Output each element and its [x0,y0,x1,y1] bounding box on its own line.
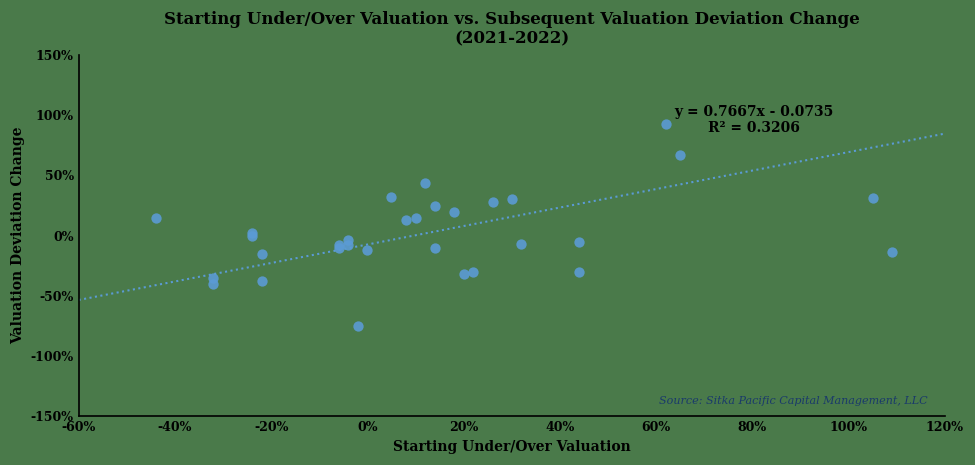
Point [417,179,433,186]
Point [254,278,269,285]
Point [398,216,413,224]
Point [360,246,375,254]
Point [254,250,269,258]
Point [427,202,443,209]
Point [244,232,259,239]
Point [244,230,259,237]
Point [331,242,346,249]
Point [340,242,356,249]
Point [427,244,443,252]
Point [383,193,399,201]
Point [447,208,462,215]
Text: Source: Sitka Pacific Capital Management, LLC: Source: Sitka Pacific Capital Management… [659,396,927,405]
Point [331,244,346,252]
Point [504,196,520,203]
Point [350,322,366,330]
Point [658,120,674,127]
Y-axis label: Valuation Deviation Change: Valuation Deviation Change [11,127,25,345]
Point [148,214,164,221]
Point [408,214,423,221]
Point [571,238,587,246]
Point [571,268,587,276]
Title: Starting Under/Over Valuation vs. Subsequent Valuation Deviation Change
(2021-20: Starting Under/Over Valuation vs. Subseq… [164,11,860,48]
Point [884,248,900,256]
Point [206,274,221,282]
Text: y = 0.7667x - 0.0735
R² = 0.3206: y = 0.7667x - 0.0735 R² = 0.3206 [675,105,834,135]
Point [206,280,221,287]
Point [340,237,356,244]
X-axis label: Starting Under/Over Valuation: Starting Under/Over Valuation [393,440,631,454]
Point [456,271,472,278]
Point [465,268,481,276]
Point [673,151,688,159]
Point [485,198,500,206]
Point [514,240,529,248]
Point [865,194,880,202]
